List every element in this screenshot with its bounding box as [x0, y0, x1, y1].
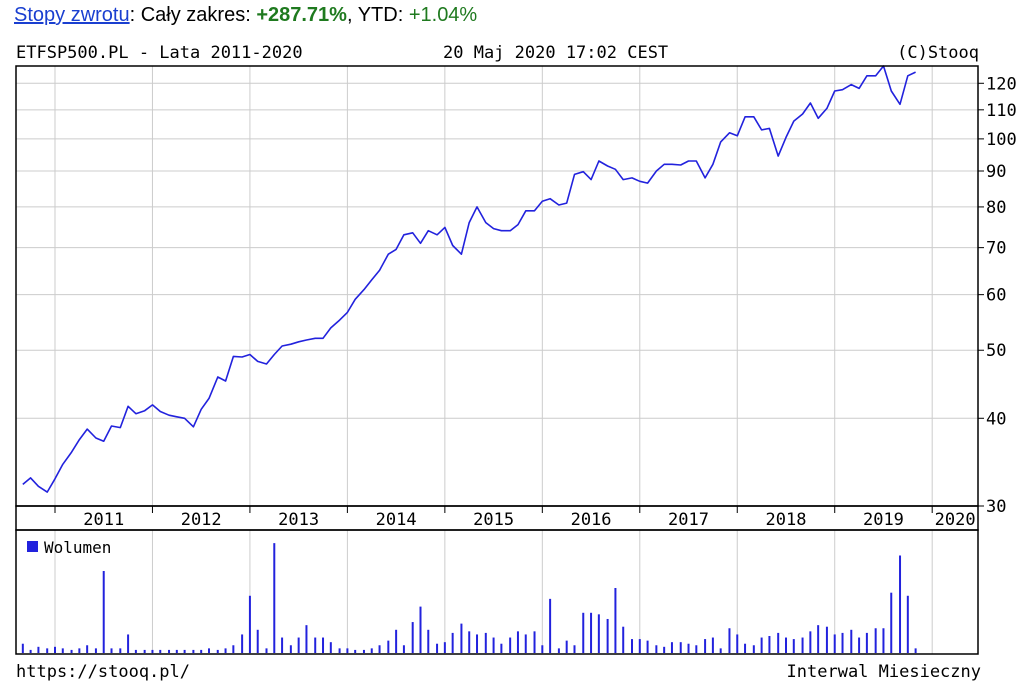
y-tick-label: 80 [986, 198, 1006, 218]
volume-bars [21, 543, 917, 653]
x-tick-label: 2014 [376, 510, 417, 530]
x-axis-ticks: 2011 2012 2013 2014 2015 2016 2017 2018 2019 2020 [54, 506, 976, 530]
x-tick-label: 2020 [935, 510, 976, 530]
volume-plot-frame [15, 529, 979, 655]
volume-grid [54, 530, 933, 654]
chart-copyright: (C)Stooq [897, 43, 979, 63]
y-tick-label: 100 [986, 130, 1017, 150]
x-tick-label: 2012 [181, 510, 222, 530]
chart-datetime: 20 Maj 2020 17:02 CEST [443, 43, 668, 63]
volume-legend-label: Wolumen [44, 538, 111, 557]
y-tick-label: 50 [986, 341, 1006, 361]
y-tick-label: 70 [986, 239, 1006, 259]
range-value: +287.71% [256, 4, 347, 26]
footer-url: https://stooq.pl/ [16, 662, 190, 682]
ytd-value: +1.04% [408, 4, 478, 26]
y-tick-label: 60 [986, 286, 1006, 306]
x-tick-label: 2017 [668, 510, 709, 530]
price-grid [16, 66, 978, 506]
x-tick-label: 2016 [571, 510, 612, 530]
returns-link[interactable]: Stopy zwrotu [14, 4, 130, 26]
y-tick-label: 40 [986, 409, 1006, 429]
price-line-group [22, 65, 916, 493]
y-tick-label: 110 [986, 101, 1017, 121]
y-tick-label: 90 [986, 162, 1006, 182]
y-tick-label: 120 [986, 74, 1017, 94]
returns-summary: Stopy zwrotu: Cały zakres: +287.71%, YTD… [14, 2, 477, 28]
footer-interval: Interwal Miesieczny [787, 662, 981, 682]
chart-title: ETFSP500.PL - Lata 2011-2020 [16, 43, 303, 63]
x-tick-label: 2015 [473, 510, 514, 530]
y-tick-label: 30 [986, 497, 1006, 517]
ytd-label: , YTD: [346, 4, 409, 26]
y-axis-ticks: 30 40 50 60 70 80 90 100 110 120 [978, 74, 1017, 517]
x-tick-label: 2011 [83, 510, 124, 530]
price-plot-frame [15, 65, 979, 507]
range-label: : Cały zakres: [129, 4, 257, 26]
volume-legend-swatch [27, 541, 38, 552]
x-tick-label: 2019 [863, 510, 904, 530]
x-tick-label: 2013 [278, 510, 319, 530]
price-line [22, 65, 916, 493]
x-tick-label: 2018 [766, 510, 807, 530]
